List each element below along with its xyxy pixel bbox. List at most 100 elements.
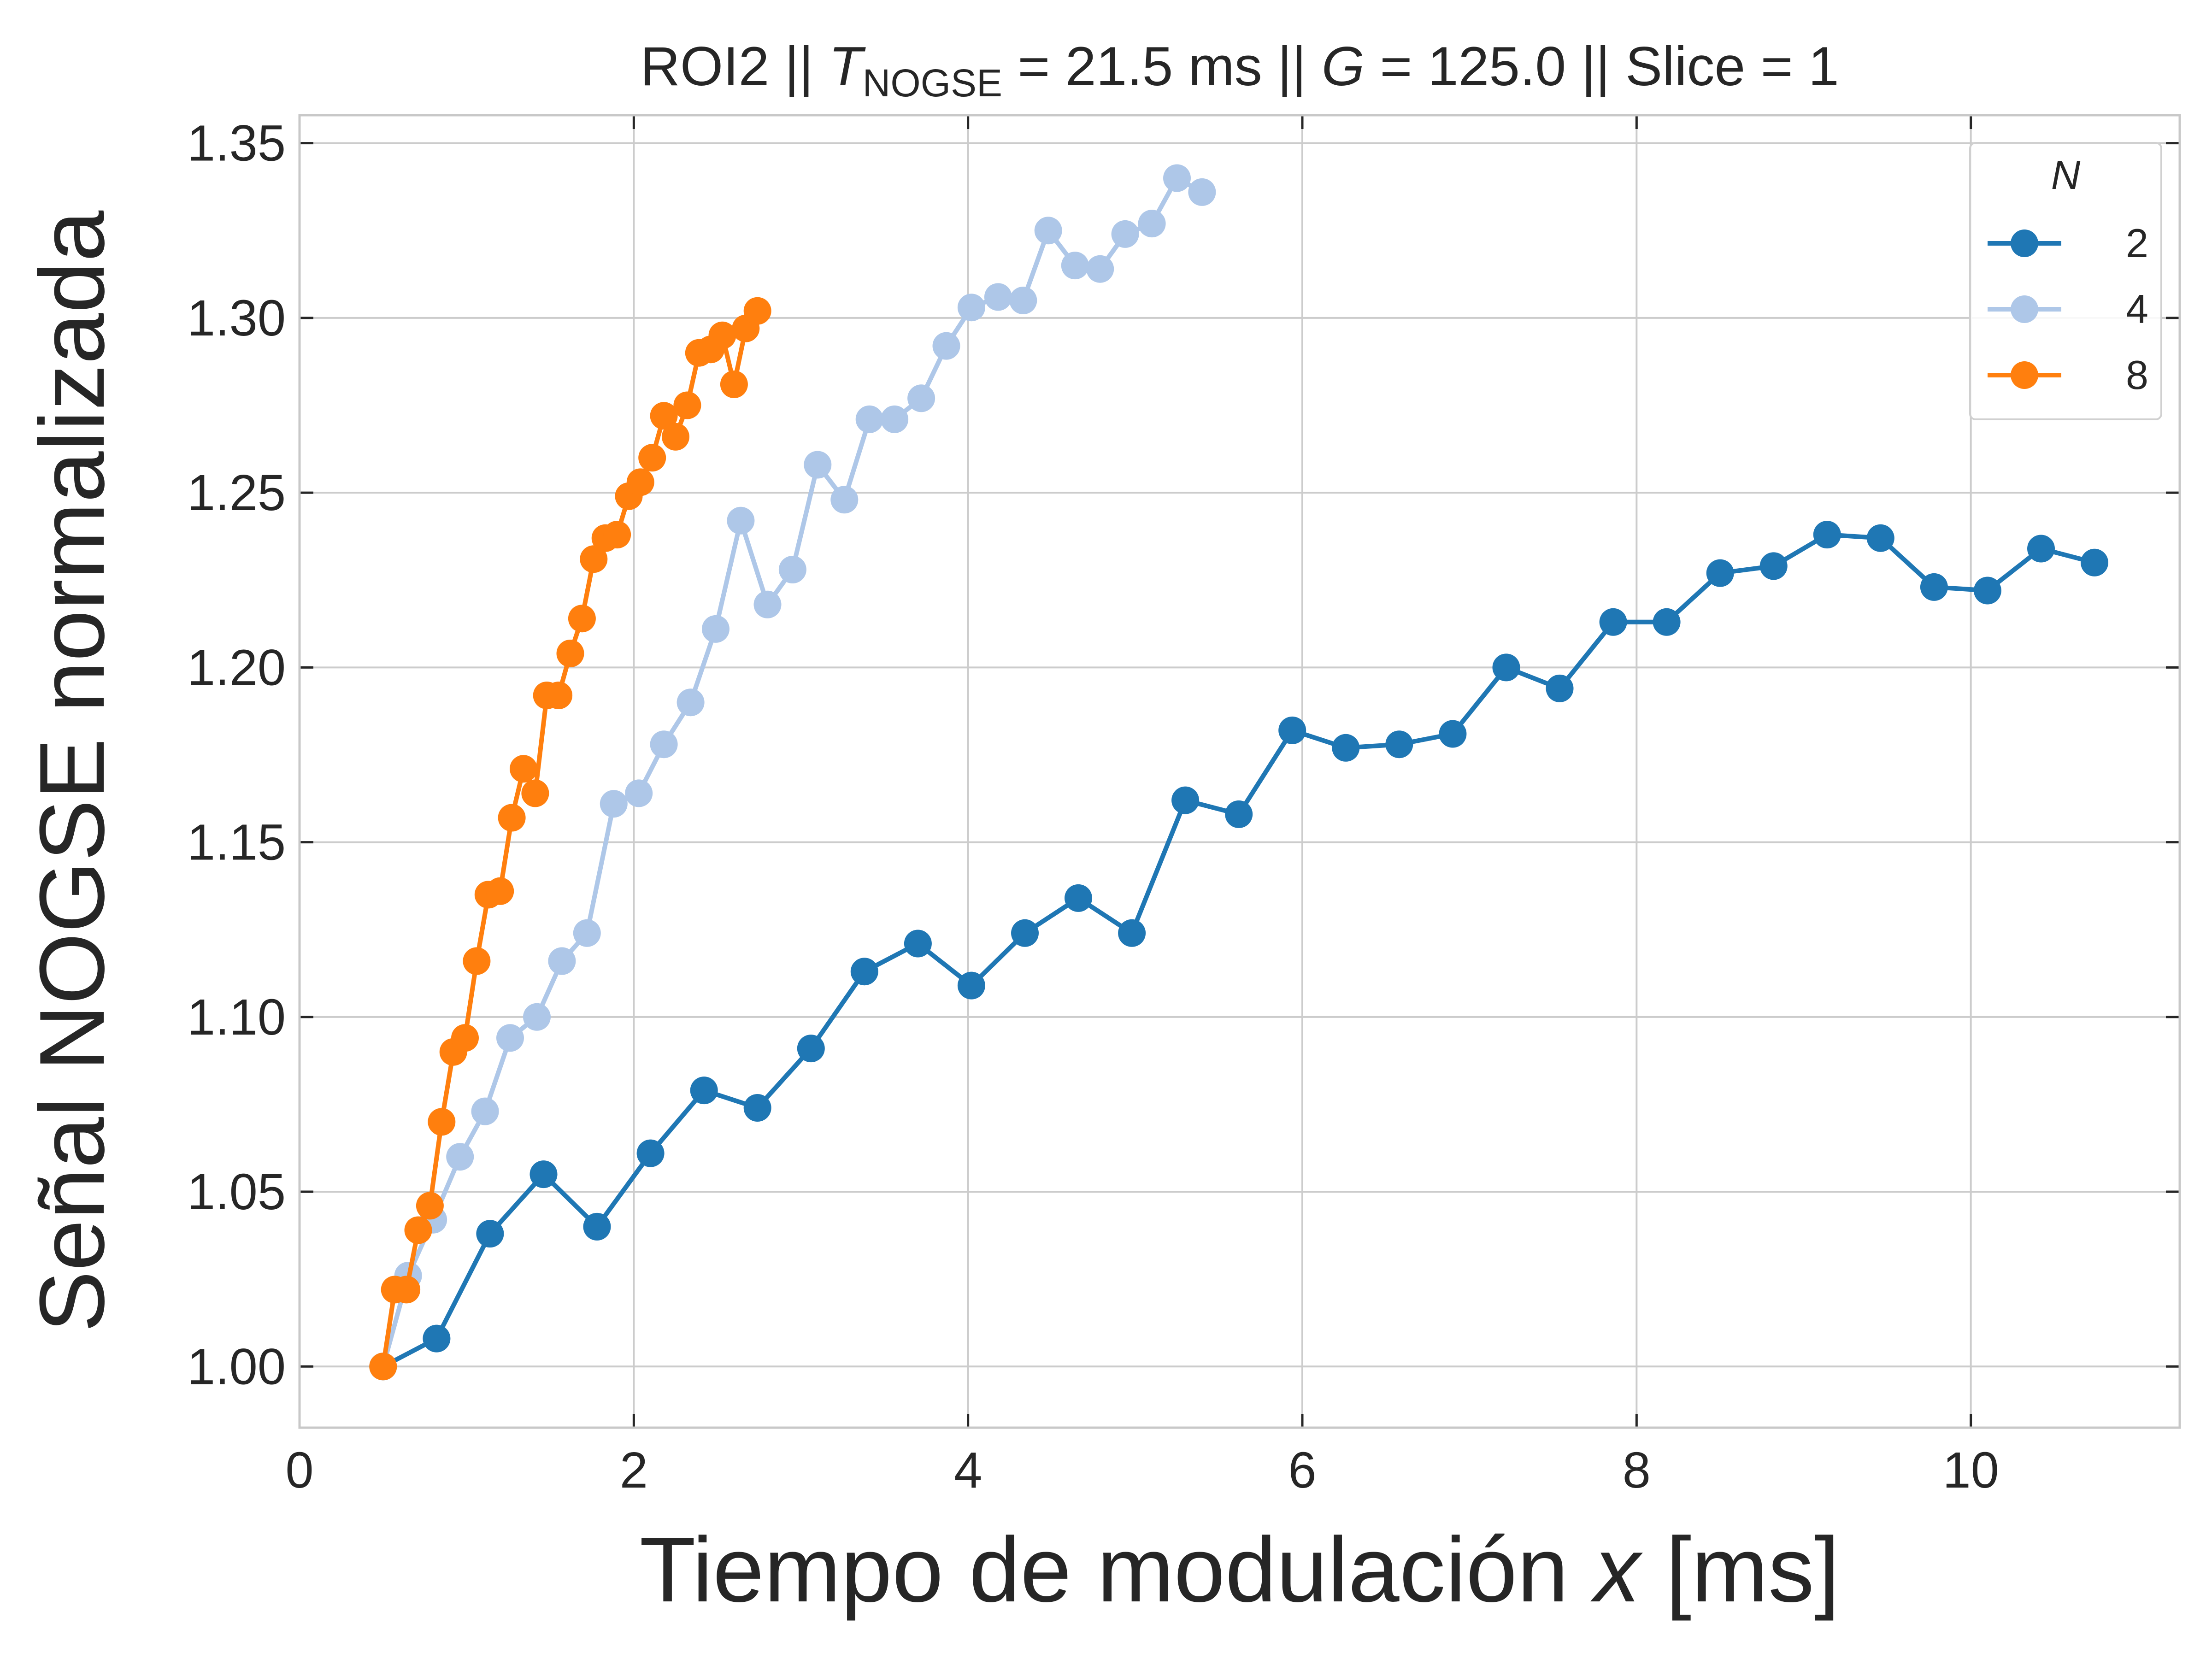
data-point bbox=[580, 545, 608, 573]
data-point bbox=[636, 1139, 665, 1167]
data-point bbox=[778, 556, 806, 583]
data-point bbox=[369, 1353, 397, 1381]
legend-item: 2 bbox=[1988, 220, 2148, 266]
data-point bbox=[510, 755, 537, 783]
data-point bbox=[423, 1324, 451, 1353]
data-point bbox=[662, 423, 689, 451]
data-point bbox=[2081, 548, 2108, 577]
data-point bbox=[743, 1094, 771, 1122]
data-point bbox=[583, 1212, 611, 1241]
data-point bbox=[529, 1160, 558, 1188]
data-point bbox=[650, 402, 678, 430]
data-point bbox=[1061, 252, 1089, 280]
data-point bbox=[1973, 577, 2001, 605]
data-point bbox=[486, 877, 514, 905]
data-point bbox=[451, 1024, 479, 1052]
data-point bbox=[573, 919, 601, 947]
data-point bbox=[957, 294, 985, 322]
data-point bbox=[850, 958, 878, 986]
y-tick-label: 1.20 bbox=[187, 639, 286, 696]
x-tick-label: 0 bbox=[285, 1442, 313, 1499]
data-point bbox=[1866, 524, 1894, 552]
data-point bbox=[625, 779, 653, 807]
data-point bbox=[1492, 653, 1520, 682]
legend-item: 4 bbox=[1988, 286, 2148, 332]
data-point bbox=[568, 605, 596, 633]
data-point bbox=[673, 391, 701, 419]
data-point bbox=[708, 321, 736, 349]
data-point bbox=[1546, 674, 1574, 702]
data-point bbox=[1065, 884, 1092, 912]
data-point bbox=[797, 1035, 825, 1063]
data-point bbox=[855, 405, 883, 433]
plot-background bbox=[300, 115, 2180, 1428]
title-g-symbol: G bbox=[1322, 35, 1365, 97]
series-layer bbox=[369, 164, 2108, 1381]
data-point bbox=[416, 1192, 444, 1220]
data-point bbox=[804, 451, 832, 479]
data-point bbox=[521, 779, 549, 807]
data-point bbox=[650, 730, 678, 759]
title-t-subscript: NOGSE bbox=[863, 61, 1002, 105]
data-point bbox=[753, 590, 782, 618]
legend-marker bbox=[2011, 229, 2038, 257]
chart-title: ROI2 || TNOGSE = 21.5 ms || G = 125.0 ||… bbox=[640, 35, 1839, 105]
data-point bbox=[476, 1220, 504, 1248]
x-tick-label: 10 bbox=[1942, 1442, 1999, 1499]
data-point bbox=[881, 405, 909, 433]
data-point bbox=[702, 615, 729, 643]
data-point bbox=[1813, 521, 1841, 549]
data-point bbox=[496, 1024, 524, 1052]
data-point bbox=[677, 688, 705, 717]
data-point bbox=[1086, 255, 1114, 283]
legend: N2 4 8 bbox=[1969, 142, 2162, 420]
y-tick-label: 1.30 bbox=[187, 290, 286, 347]
y-tick-label: 1.10 bbox=[187, 989, 286, 1046]
legend-label: 2 bbox=[2126, 220, 2148, 266]
x-axis-label-text: Tiempo de modulación bbox=[640, 1518, 1594, 1621]
data-point bbox=[932, 332, 960, 360]
legend-box bbox=[1969, 142, 2162, 420]
data-point bbox=[1332, 734, 1360, 762]
legend-title: N bbox=[2051, 152, 2081, 198]
x-tick-label: 6 bbox=[1288, 1442, 1316, 1499]
plot-frame bbox=[298, 114, 2181, 1429]
data-point bbox=[471, 1097, 499, 1125]
legend-label: 4 bbox=[2126, 286, 2148, 332]
data-point bbox=[1278, 716, 1306, 744]
x-tick-label: 4 bbox=[954, 1442, 982, 1499]
data-point bbox=[1653, 608, 1681, 636]
x-axis-label-unit: [ms] bbox=[1640, 1518, 1840, 1621]
data-point bbox=[1225, 800, 1253, 828]
y-axis-label: Señal NOGSE normalizada bbox=[21, 210, 124, 1332]
data-point bbox=[2027, 535, 2055, 563]
legend-marker bbox=[2011, 295, 2038, 323]
data-point bbox=[690, 1077, 718, 1105]
series-2 bbox=[369, 521, 2108, 1381]
data-point bbox=[548, 947, 576, 975]
title-t-symbol: T bbox=[829, 35, 866, 97]
data-point bbox=[556, 640, 584, 667]
data-point bbox=[1706, 559, 1734, 587]
series-8 bbox=[369, 297, 771, 1381]
legend-marker bbox=[2011, 361, 2038, 389]
x-axis-label-variable: x bbox=[1590, 1518, 1643, 1621]
data-point bbox=[404, 1216, 432, 1244]
legend-label: 8 bbox=[2126, 352, 2148, 398]
title-suffix: = 125.0 || Slice = 1 bbox=[1365, 35, 1839, 97]
data-point bbox=[463, 947, 491, 975]
data-point bbox=[727, 506, 755, 535]
data-point bbox=[1385, 730, 1413, 759]
data-point bbox=[545, 682, 573, 709]
data-point bbox=[638, 444, 666, 472]
data-point bbox=[498, 804, 526, 832]
data-point bbox=[1188, 178, 1216, 206]
ticks: 0 2 4 6 8 10 1.00 1.05 1.10 1.15 1.20 1.25 1.30 1.35 bbox=[187, 115, 2180, 1499]
data-point bbox=[1920, 573, 1948, 601]
data-point bbox=[1118, 919, 1146, 947]
data-point bbox=[428, 1108, 456, 1136]
data-point bbox=[626, 468, 654, 496]
data-point bbox=[1009, 287, 1037, 314]
data-point bbox=[830, 486, 859, 514]
